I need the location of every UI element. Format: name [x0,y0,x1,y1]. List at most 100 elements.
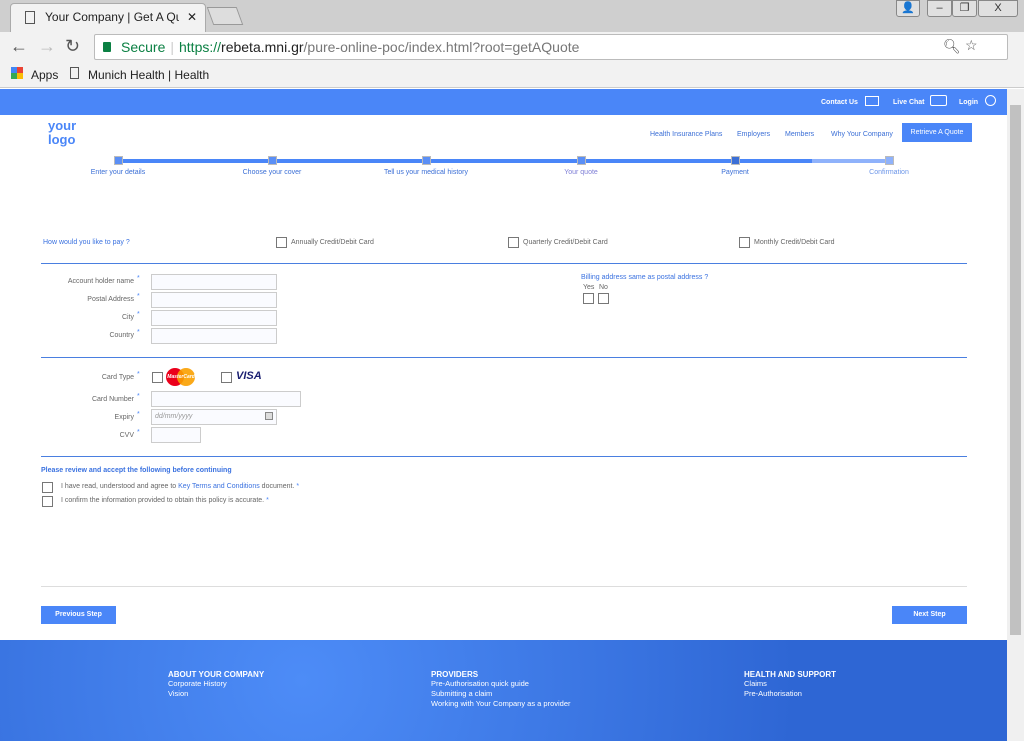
monthly-checkbox[interactable] [739,237,750,248]
nav-employers[interactable]: Employers [737,131,771,138]
user-icon[interactable] [985,95,996,106]
chat-icon[interactable] [930,95,947,106]
terms-text: I have read, understood and agree to Key… [61,483,300,490]
monthly-label: Monthly Credit/Debit Card [754,239,835,246]
footer-col-health: HEALTH AND SUPPORT Claims Pre-Authorisat… [744,670,836,698]
web-page: Contact Us Live Chat Login your logo Heal… [0,89,1007,741]
quarterly-checkbox[interactable] [508,237,519,248]
minimize-button[interactable]: – [927,0,952,17]
footer-link[interactable]: Claims [744,679,767,688]
scrollbar[interactable] [1007,89,1024,741]
billing-no-checkbox[interactable] [598,293,609,304]
scrollbar-thumb[interactable] [1010,105,1021,635]
mail-icon[interactable] [865,96,879,106]
step-dot-current [731,156,740,165]
billing-yes-checkbox[interactable] [583,293,594,304]
close-tab-icon[interactable]: ✕ [186,10,197,24]
city-label: City [121,314,134,321]
step-dot [422,156,431,165]
expiry-input[interactable]: dd/mm/yyyy [151,409,277,425]
browser-tab-bar: Your Company | Get A Quote ✕ 👤 – ❐ X [0,0,1024,32]
back-icon[interactable]: ← [10,36,28,56]
step-medical-history[interactable]: Tell us your medical history [383,169,469,176]
step-dot [114,156,123,165]
live-chat-link[interactable]: Live Chat [893,99,925,106]
lock-icon [103,42,111,52]
nav-why-your-company[interactable]: Why Your Company [831,131,893,138]
step-dot [268,156,277,165]
account-holder-input[interactable] [151,274,277,290]
url-path: /pure-online-poc/index.html?root=getAQuo… [303,39,580,55]
divider [41,357,967,358]
step-choose-cover[interactable]: Choose your cover [242,169,302,176]
nav-members[interactable]: Members [785,131,815,138]
footer-col-providers: PROVIDERS Pre-Authorisation quick guide … [431,670,571,708]
step-your-quote[interactable]: Your quote [564,169,598,176]
address-bar[interactable]: Secure | https://rebeta.mni.gr/pure-online… [94,34,1008,60]
footer-link[interactable]: Submitting a claim [431,689,493,698]
browser-tab[interactable]: Your Company | Get A Quote ✕ [10,3,206,32]
account-holder-label: Account holder name [67,278,134,285]
logo[interactable]: your logo [48,118,77,147]
secure-label: Secure [121,39,166,55]
apps-icon [11,67,23,79]
annual-checkbox[interactable] [276,237,287,248]
step-payment: Payment [721,169,749,176]
next-step-button[interactable]: Next Step [892,606,967,624]
bookmarks-bar: Apps Munich Health | Health [0,62,1024,88]
postal-address-input[interactable] [151,292,277,308]
progress-bar-filled [118,159,812,163]
footer: ABOUT YOUR COMPANY Corporate History Vis… [0,640,1007,741]
profile-icon[interactable]: 👤 [896,0,920,17]
footer-link[interactable]: Corporate History [168,679,227,688]
yes-label: Yes [583,284,595,291]
step-enter-details[interactable]: Enter your details [90,169,146,176]
terms-link[interactable]: Key Terms and Conditions [178,483,260,490]
top-bar: Contact Us Live Chat Login [0,89,1007,115]
calendar-icon[interactable] [265,412,273,420]
terms-checkbox[interactable] [42,482,53,493]
login-link[interactable]: Login [959,99,979,106]
reload-icon[interactable]: ↻ [65,36,81,56]
country-label: Country [109,332,134,339]
zoom-icon[interactable]: 🔍︎ [943,38,961,54]
annual-label: Annually Credit/Debit Card [291,239,374,246]
quarterly-label: Quarterly Credit/Debit Card [523,239,608,246]
url-scheme: https:// [179,39,222,55]
previous-step-button[interactable]: Previous Step [41,606,116,624]
contact-us-link[interactable]: Contact Us [821,99,858,106]
footer-link[interactable]: Vision [168,689,189,698]
star-icon[interactable]: ☆ [965,37,978,53]
visa-checkbox[interactable] [221,372,232,383]
billing-question: Billing address same as postal address ? [581,274,709,281]
bookmark-munich-health[interactable]: Munich Health | Health [88,68,210,82]
payment-question: How would you like to pay ? [43,239,130,246]
nav-health-insurance-plans[interactable]: Health Insurance Plans [650,131,723,138]
url-host: rebeta.mni.gr [221,39,304,55]
mastercard-text: MasterCard [167,374,195,380]
confirm-text: I confirm the information provided to ob… [61,497,269,504]
card-number-input[interactable] [151,391,301,407]
bookmark-apps[interactable]: Apps [31,68,59,82]
no-label: No [599,284,608,291]
footer-link[interactable]: Pre-Authorisation [744,689,802,698]
mastercard-checkbox[interactable] [152,372,163,383]
divider [41,263,967,264]
divider [41,586,967,587]
mastercard-logo: MasterCard [166,368,196,386]
forward-icon[interactable]: → [38,36,56,56]
footer-link[interactable]: Working with Your Company as a provider [431,699,571,708]
expiry-label: Expiry [114,414,134,421]
card-type-label: Card Type [101,374,134,381]
country-input[interactable] [151,328,277,344]
restore-button[interactable]: ❐ [952,0,977,17]
close-window-button[interactable]: X [978,0,1018,17]
new-tab-button[interactable] [206,7,244,25]
postal-address-label: Postal Address [87,296,134,303]
confirm-checkbox[interactable] [42,496,53,507]
cvv-label: CVV [119,432,134,439]
cvv-input[interactable] [151,427,201,443]
city-input[interactable] [151,310,277,326]
retrieve-quote-button[interactable]: Retrieve A Quote [902,123,972,142]
footer-link[interactable]: Pre-Authorisation quick guide [431,679,529,688]
